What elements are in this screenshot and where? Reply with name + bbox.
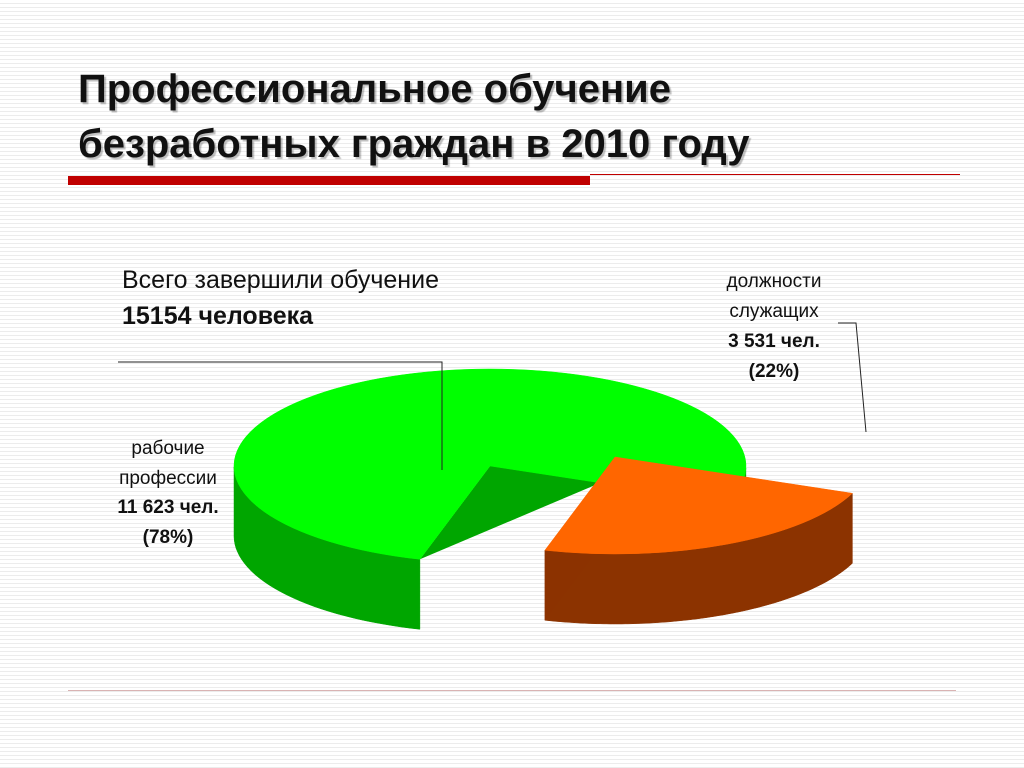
slice-percent-employees: (22%) (749, 361, 800, 382)
title-line-1: Профессиональное обучение (78, 67, 672, 111)
slice-percent-workers: (78%) (143, 527, 194, 548)
pie-inner-face-workers (419, 466, 640, 560)
pie-slice-employees (544, 456, 853, 625)
leader-line-summary (118, 361, 443, 470)
slice-label-employees-line-2: служащих (729, 301, 819, 322)
slice-label-employees-line-1: должности (727, 271, 822, 292)
pie-top-employees (544, 456, 853, 555)
slide-title: Профессиональное обучение безработных гр… (78, 62, 958, 172)
summary-text: Всего завершили обучение 15154 человека (122, 262, 439, 334)
slice-value-workers: 11 623 чел. (117, 497, 218, 518)
title-underline-thin (590, 174, 960, 175)
footer-rule (68, 690, 956, 691)
summary-line-2: 15154 человека (122, 302, 314, 330)
title-line-2: безработных граждан в 2010 году (78, 122, 750, 166)
summary-line-1: Всего завершили обучение (122, 266, 439, 294)
slice-value-employees: 3 531 чел. (728, 331, 820, 352)
title-underline-thick (68, 176, 590, 185)
pie-layer (233, 368, 853, 630)
slice-label-workers-line-1: рабочие (131, 438, 204, 459)
pie-top-workers (233, 368, 747, 560)
slice-label-workers-line-2: профессии (119, 468, 217, 489)
leader-lines (118, 322, 867, 470)
leader-line-employees (838, 322, 867, 433)
